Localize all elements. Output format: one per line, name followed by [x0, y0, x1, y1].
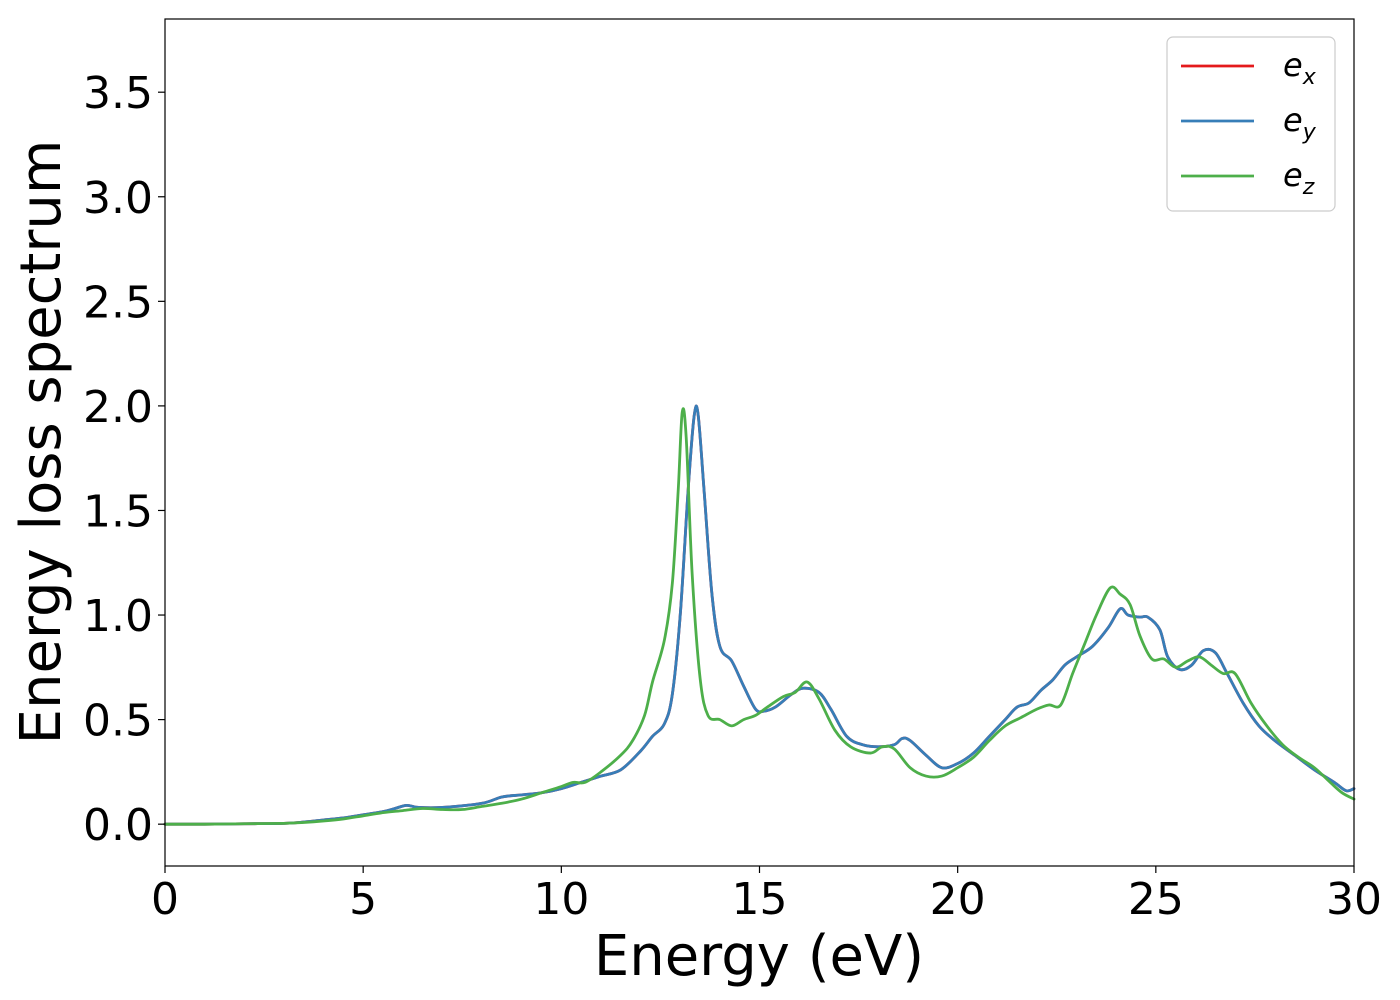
- y-tick-label: 0.0: [83, 800, 153, 851]
- legend-box: [1166, 36, 1336, 212]
- y-tick-label: 1.0: [83, 591, 153, 642]
- series-line-y: [163, 404, 1356, 826]
- legend-label-y: ey: [1283, 101, 1317, 145]
- y-tick-label: 0.5: [83, 696, 153, 747]
- x-tick-label: 15: [732, 874, 788, 925]
- x-tick-label: 10: [533, 874, 589, 925]
- y-tick-label: 2.5: [83, 277, 153, 328]
- x-tick-label: 25: [1128, 874, 1184, 925]
- y-tick-label: 2.0: [83, 382, 153, 433]
- plot-area: [163, 18, 1356, 867]
- legend-label-x: ex: [1283, 46, 1317, 90]
- y-axis-title: Energy loss spectrum: [9, 140, 74, 745]
- series-line-z: [163, 407, 1356, 826]
- x-axis-title: Energy (eV): [594, 924, 924, 989]
- x-axis: 0 5 10 15 20 25 30: [151, 866, 1382, 925]
- x-tick-label: 20: [930, 874, 986, 925]
- legend: ex ey ez: [1166, 36, 1336, 212]
- x-tick-label: 5: [349, 874, 377, 925]
- y-tick-label: 3.0: [83, 173, 153, 224]
- legend-label-z: ez: [1283, 156, 1315, 200]
- y-axis: 0.0 0.5 1.0 1.5 2.0 2.5 3.0 3.5: [83, 68, 165, 851]
- x-tick-label: 30: [1326, 874, 1382, 925]
- y-tick-label: 1.5: [83, 486, 153, 537]
- y-tick-label: 3.5: [83, 68, 153, 119]
- x-tick-label: 0: [151, 874, 179, 925]
- legend-entries: ex ey ez: [1181, 46, 1317, 200]
- series-layer: [163, 404, 1356, 826]
